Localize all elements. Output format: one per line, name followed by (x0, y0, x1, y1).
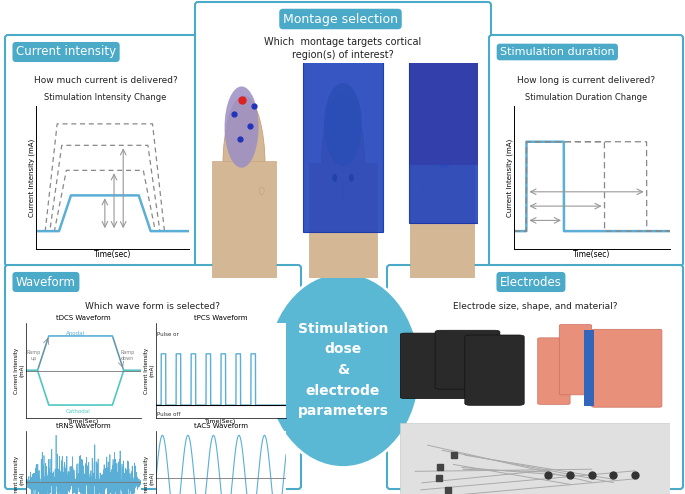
Y-axis label: Current Intensity
(mA): Current Intensity (mA) (144, 455, 155, 494)
X-axis label: Time(sec): Time(sec) (573, 250, 611, 259)
Text: Which  montage targets cortical
region(s) of interest?: Which montage targets cortical region(s)… (264, 37, 422, 60)
FancyBboxPatch shape (559, 325, 592, 395)
Text: Pulse or: Pulse or (158, 332, 179, 337)
Title: tRNS Waveform: tRNS Waveform (56, 423, 111, 429)
Title: tPCS Waveform: tPCS Waveform (195, 315, 248, 321)
FancyBboxPatch shape (310, 163, 377, 328)
Title: tDCS Waveform: tDCS Waveform (56, 315, 111, 321)
FancyBboxPatch shape (592, 329, 662, 407)
Text: Cathodal: Cathodal (66, 409, 91, 414)
X-axis label: Time(sec): Time(sec) (94, 250, 132, 259)
FancyBboxPatch shape (5, 35, 206, 266)
FancyBboxPatch shape (435, 330, 500, 389)
Y-axis label: Current Intensity
(mA): Current Intensity (mA) (144, 347, 155, 394)
Ellipse shape (427, 86, 462, 167)
Ellipse shape (223, 96, 265, 236)
Ellipse shape (421, 96, 463, 236)
Text: Waveform: Waveform (16, 276, 76, 288)
FancyBboxPatch shape (538, 338, 570, 405)
FancyBboxPatch shape (303, 48, 383, 232)
Text: Current intensity: Current intensity (16, 45, 116, 58)
FancyBboxPatch shape (408, 12, 479, 165)
Ellipse shape (349, 174, 353, 182)
Text: Which wave form is selected?: Which wave form is selected? (86, 302, 221, 311)
Text: Pulse off: Pulse off (158, 412, 181, 417)
Ellipse shape (332, 174, 337, 182)
Text: Ramp
down: Ramp down (120, 350, 134, 361)
FancyBboxPatch shape (387, 265, 683, 489)
Ellipse shape (260, 187, 264, 195)
FancyBboxPatch shape (489, 35, 683, 266)
FancyBboxPatch shape (410, 161, 474, 319)
Y-axis label: Current Intensity (mA): Current Intensity (mA) (506, 138, 512, 217)
Text: Electrode size, shape, and material?: Electrode size, shape, and material? (453, 302, 617, 311)
X-axis label: Time(Sec): Time(Sec) (206, 419, 237, 424)
FancyBboxPatch shape (400, 423, 670, 494)
Y-axis label: Current Intensity
(mA): Current Intensity (mA) (14, 455, 25, 494)
Text: Stimulation Intensity Change: Stimulation Intensity Change (45, 93, 166, 102)
Ellipse shape (225, 86, 258, 167)
Ellipse shape (266, 273, 421, 467)
Text: Stimulation duration: Stimulation duration (500, 47, 614, 57)
Y-axis label: Current Intensity (mA): Current Intensity (mA) (28, 138, 35, 217)
Text: Montage selection: Montage selection (283, 12, 398, 26)
Ellipse shape (422, 187, 427, 195)
X-axis label: Time(Sec): Time(Sec) (68, 419, 99, 424)
Ellipse shape (321, 93, 364, 235)
FancyBboxPatch shape (400, 333, 470, 399)
FancyBboxPatch shape (195, 2, 491, 293)
Text: How much current is delivered?: How much current is delivered? (34, 76, 177, 85)
Text: Anodal: Anodal (66, 331, 86, 336)
Text: Stimulation
dose
&
electrode
parameters: Stimulation dose & electrode parameters (297, 322, 388, 418)
Text: Electrodes: Electrodes (500, 276, 562, 288)
Text: Stimulation Duration Change: Stimulation Duration Change (525, 93, 647, 102)
Ellipse shape (324, 83, 362, 166)
Text: Ramp
up: Ramp up (27, 350, 41, 361)
FancyBboxPatch shape (5, 265, 301, 489)
FancyBboxPatch shape (584, 330, 595, 406)
FancyBboxPatch shape (465, 335, 524, 405)
Y-axis label: Current Intensity
(mA): Current Intensity (mA) (14, 347, 25, 394)
FancyBboxPatch shape (408, 47, 484, 222)
Title: tACS Waveform: tACS Waveform (194, 423, 248, 429)
Text: How long is current delivered?: How long is current delivered? (517, 76, 655, 85)
FancyBboxPatch shape (212, 161, 276, 319)
